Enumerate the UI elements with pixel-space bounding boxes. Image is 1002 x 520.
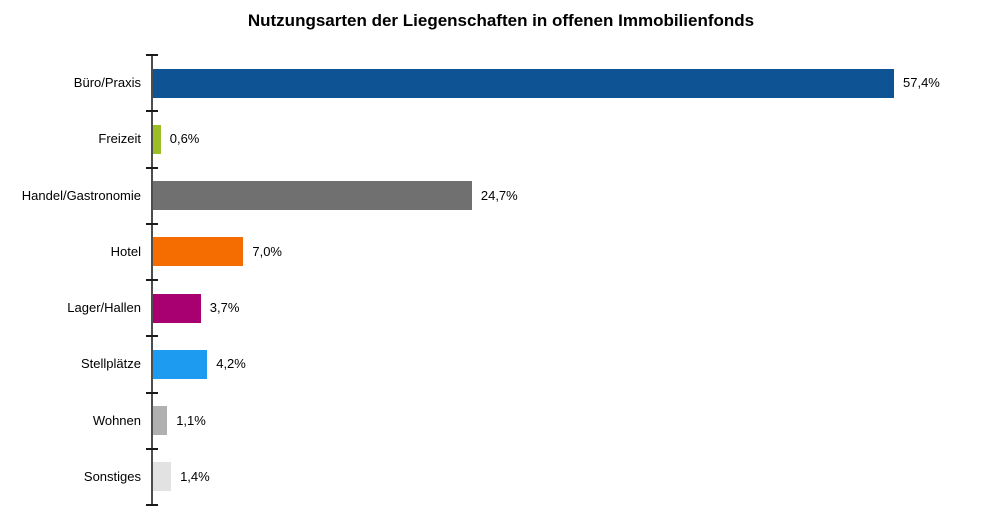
bar xyxy=(153,293,201,323)
value-label: 1,1% xyxy=(176,412,206,428)
category-label: Hotel xyxy=(110,243,141,259)
axis-tick xyxy=(146,166,158,169)
value-label: 4,2% xyxy=(216,356,246,372)
value-label: 24,7% xyxy=(480,187,518,203)
category-label: Handel/Gastronomie xyxy=(21,187,141,203)
category-label: Freizeit xyxy=(98,131,141,147)
bar xyxy=(153,237,244,267)
axis-tick xyxy=(146,447,158,450)
chart-title: Nutzungsarten der Liegenschaften in offe… xyxy=(247,11,755,30)
bar xyxy=(153,181,472,211)
axis-tick xyxy=(146,279,158,281)
value-label: 0,6% xyxy=(169,131,200,147)
bar xyxy=(153,349,208,379)
bar xyxy=(153,124,161,154)
bar xyxy=(153,406,168,436)
axis-tick xyxy=(146,335,158,338)
axis-tick xyxy=(146,222,158,225)
category-label: Büro/Praxis xyxy=(73,75,141,91)
category-label: Lager/Hallen xyxy=(67,300,141,316)
bar xyxy=(153,68,894,98)
axis-tick xyxy=(146,391,158,394)
category-label: Wohnen xyxy=(92,412,141,428)
value-label: 7,0% xyxy=(252,243,282,259)
value-label: 57,4% xyxy=(903,75,940,91)
axis-tick xyxy=(146,110,158,113)
axis-tick xyxy=(146,54,158,56)
axis-tick xyxy=(146,504,158,506)
category-label: Sonstiges xyxy=(83,468,141,484)
bar xyxy=(153,462,172,492)
category-label: Stellplätze xyxy=(81,356,141,372)
value-label: 1,4% xyxy=(180,468,210,484)
value-label: 3,7% xyxy=(209,300,240,316)
